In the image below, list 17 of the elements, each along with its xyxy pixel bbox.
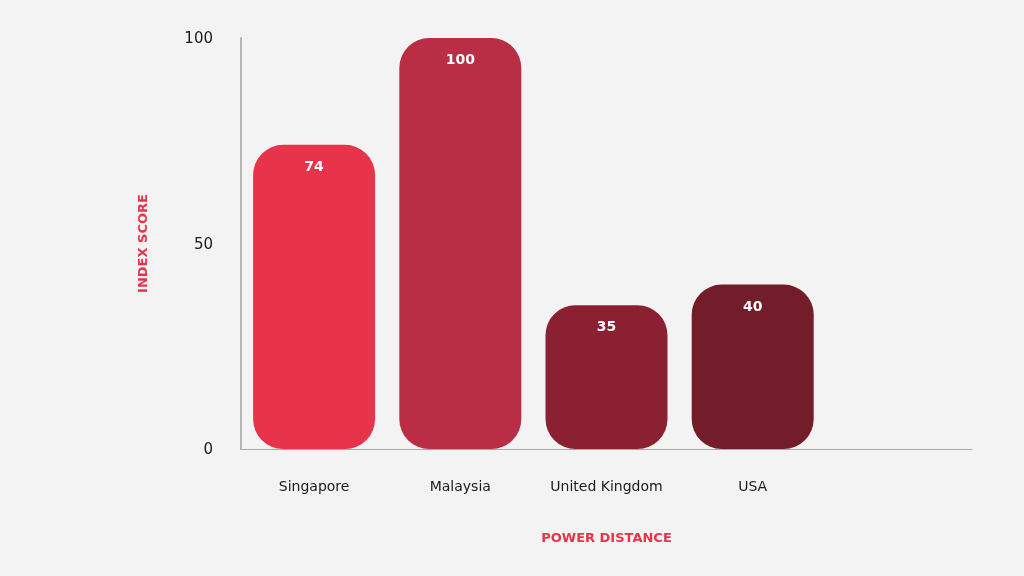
x-tick-label: USA [738, 478, 768, 494]
x-tick-label: United Kingdom [550, 478, 663, 494]
bar [691, 284, 814, 449]
y-tick-label: 0 [203, 440, 213, 458]
y-tick-label: 100 [184, 29, 213, 47]
x-axis-title: POWER DISTANCE [541, 530, 672, 545]
x-tick-label: Singapore [278, 478, 350, 494]
bar [253, 144, 376, 449]
x-tick-label: Malaysia [429, 478, 491, 494]
y-tick-label: 50 [193, 234, 213, 253]
bar [545, 305, 668, 449]
bar [399, 38, 522, 449]
data-label: 35 [596, 318, 617, 335]
data-label: 40 [742, 297, 763, 314]
y-axis-title: INDEX SCORE [135, 194, 150, 293]
data-label: 74 [304, 157, 325, 174]
data-label: 100 [445, 51, 476, 67]
